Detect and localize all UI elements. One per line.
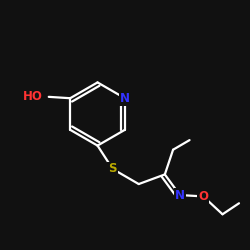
Text: S: S bbox=[108, 162, 117, 175]
Text: O: O bbox=[198, 190, 208, 203]
Text: HO: HO bbox=[23, 90, 43, 103]
Text: N: N bbox=[175, 188, 185, 202]
Text: N: N bbox=[120, 92, 130, 105]
